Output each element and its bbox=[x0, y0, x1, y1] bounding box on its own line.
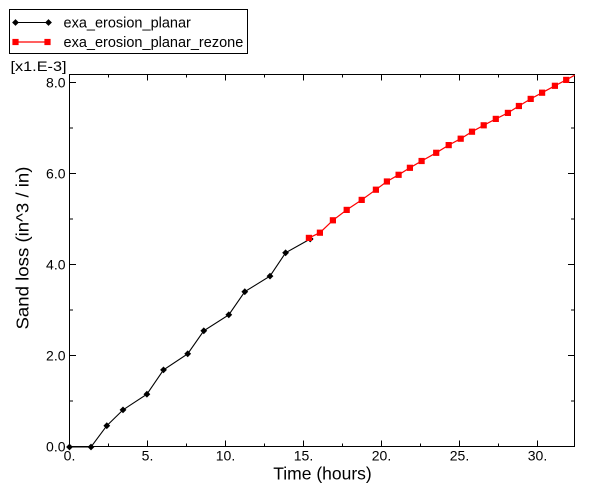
svg-text:Sand loss (in^3 / in): Sand loss (in^3 / in) bbox=[13, 167, 33, 330]
svg-text:Time (hours): Time (hours) bbox=[273, 464, 372, 484]
svg-text:20.: 20. bbox=[372, 448, 391, 464]
svg-text:0.0: 0.0 bbox=[46, 438, 66, 454]
svg-text:6.0: 6.0 bbox=[46, 165, 66, 181]
svg-text:0.: 0. bbox=[64, 448, 76, 464]
svg-text:30.: 30. bbox=[528, 448, 547, 464]
svg-text:10.: 10. bbox=[216, 448, 235, 464]
svg-text:5.: 5. bbox=[142, 448, 154, 464]
svg-text:exa_erosion_planar: exa_erosion_planar bbox=[64, 15, 192, 31]
svg-text:2.0: 2.0 bbox=[46, 347, 66, 363]
svg-text:exa_erosion_planar_rezone: exa_erosion_planar_rezone bbox=[64, 35, 244, 51]
svg-text:15.: 15. bbox=[294, 448, 313, 464]
svg-text:[x1.E-3]: [x1.E-3] bbox=[11, 58, 67, 74]
svg-text:4.0: 4.0 bbox=[46, 256, 66, 272]
svg-text:8.0: 8.0 bbox=[46, 74, 66, 90]
svg-text:25.: 25. bbox=[450, 448, 469, 464]
